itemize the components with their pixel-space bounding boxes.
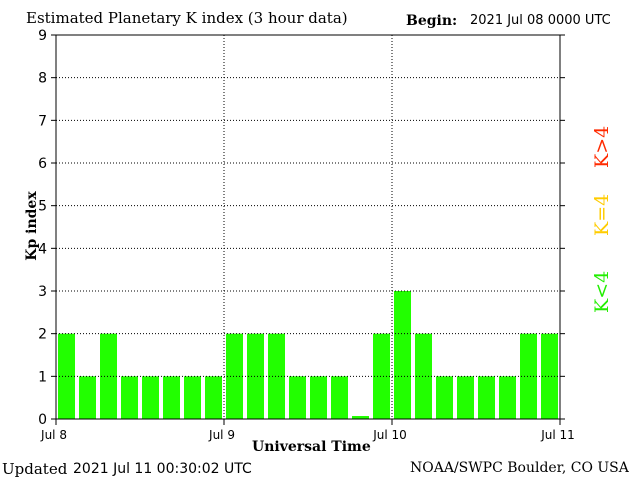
kp-bar (184, 376, 201, 419)
x-tick-label: Jul 8 (40, 428, 67, 442)
kp-bar (247, 333, 264, 419)
bars-layer (58, 291, 558, 419)
kp-bar (436, 376, 453, 419)
y-tick-label: 1 (38, 369, 47, 385)
kp-bar (163, 376, 180, 419)
y-tick-label: 8 (38, 71, 47, 87)
y-tick-label: 6 (38, 156, 47, 172)
kp-bar (478, 376, 495, 419)
source-credit: NOAA/SWPC Boulder, CO USA (410, 460, 629, 476)
y-tick-label: 9 (38, 28, 47, 44)
y-tick-label: 7 (38, 113, 47, 129)
y-tick-label: 4 (38, 241, 47, 257)
kp-bar (58, 333, 75, 419)
kp-bar (310, 376, 327, 419)
x-tick-label: Jul 11 (540, 428, 575, 442)
y-tick-label: 3 (38, 284, 47, 300)
kp-bar (520, 333, 537, 419)
kp-bar (268, 333, 285, 419)
kp-bar (331, 376, 348, 419)
y-axis-label: Kp index (24, 191, 40, 261)
kp-bar (205, 376, 222, 419)
kp-bar (373, 333, 390, 419)
kp-bar (499, 376, 516, 419)
begin-label: Begin: (406, 13, 458, 29)
kp-bar (142, 376, 159, 419)
y-tick-label: 5 (38, 199, 47, 215)
kp-bar (394, 291, 411, 419)
legend-k-less-4: K<4 (591, 270, 613, 313)
updated-label: Updated (2, 460, 68, 478)
kp-bar (100, 333, 117, 419)
kp-bar (457, 376, 474, 419)
grid-layer (56, 34, 560, 419)
plot-frame (55, 34, 561, 420)
kp-bar (226, 333, 243, 419)
chart-title: Estimated Planetary K index (3 hour data… (26, 9, 348, 27)
legend-k-equal-4: K=4 (591, 193, 613, 236)
y-tick-label: 2 (38, 327, 47, 343)
kp-bar (289, 376, 306, 419)
kp-bar (121, 376, 138, 419)
kp-bar (415, 333, 432, 419)
x-tick-label: Jul 10 (372, 428, 407, 442)
y-ticks-layer: 0 1 2 3 4 5 6 7 8 9 (38, 28, 565, 428)
y-tick-label: 0 (38, 412, 47, 428)
x-axis-label: Universal Time (252, 439, 371, 455)
legend-k-greater-4: K>4 (591, 125, 613, 168)
kp-bar (352, 416, 369, 419)
x-ticks-layer: Jul 8 Jul 9 Jul 10 Jul 11 (40, 419, 575, 442)
begin-value: 2021 Jul 08 0000 UTC (470, 13, 611, 28)
x-tick-label: Jul 9 (208, 428, 235, 442)
kp-bar (79, 376, 96, 419)
updated-value: 2021 Jul 11 00:30:02 UTC (73, 461, 252, 477)
kp-bar (541, 333, 558, 419)
